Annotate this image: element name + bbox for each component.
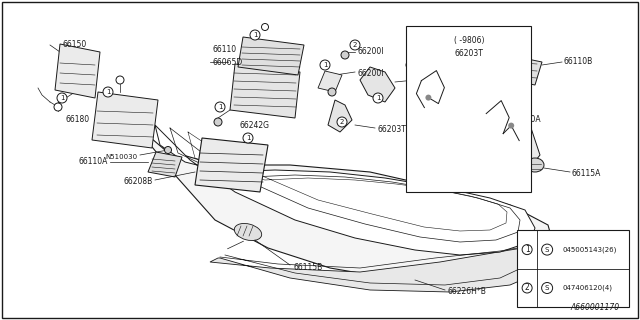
Text: 66065D: 66065D — [213, 58, 243, 67]
Circle shape — [262, 23, 269, 30]
Text: A660001170: A660001170 — [571, 303, 620, 312]
Circle shape — [164, 147, 172, 154]
Text: 66110A: 66110A — [79, 157, 108, 166]
Text: 045005143(26): 045005143(26) — [562, 246, 616, 253]
Bar — [517, 230, 629, 307]
Text: 1: 1 — [525, 245, 529, 254]
Polygon shape — [360, 67, 395, 102]
Polygon shape — [420, 105, 540, 192]
Polygon shape — [195, 138, 268, 192]
Text: 1: 1 — [253, 32, 257, 38]
Text: S: S — [545, 247, 549, 252]
Text: 66200I: 66200I — [357, 47, 383, 57]
Text: 1: 1 — [376, 95, 380, 101]
Circle shape — [373, 93, 383, 103]
Circle shape — [522, 244, 532, 255]
Circle shape — [406, 61, 414, 69]
Text: 66110: 66110 — [213, 45, 237, 54]
Polygon shape — [92, 92, 158, 148]
Circle shape — [426, 95, 431, 100]
Text: 66242G: 66242G — [240, 121, 270, 130]
Circle shape — [541, 244, 552, 255]
Polygon shape — [210, 244, 555, 292]
Circle shape — [522, 283, 532, 293]
Polygon shape — [500, 55, 542, 85]
Text: 1: 1 — [218, 104, 222, 110]
Polygon shape — [148, 152, 182, 177]
Text: 66110B: 66110B — [564, 58, 593, 67]
Polygon shape — [230, 64, 300, 118]
Circle shape — [350, 40, 360, 50]
Circle shape — [243, 133, 253, 143]
Polygon shape — [238, 37, 304, 75]
Text: 1: 1 — [323, 62, 327, 68]
Circle shape — [57, 93, 67, 103]
Text: 1: 1 — [106, 89, 110, 95]
Circle shape — [420, 60, 430, 70]
Polygon shape — [328, 100, 352, 132]
Circle shape — [214, 118, 222, 126]
Text: 1: 1 — [60, 95, 64, 101]
Text: S: S — [545, 285, 549, 291]
Text: 66203T: 66203T — [454, 49, 483, 58]
Circle shape — [116, 76, 124, 84]
Polygon shape — [130, 120, 555, 282]
Text: 66203T: 66203T — [417, 76, 446, 84]
Text: ( -9806): ( -9806) — [454, 36, 484, 45]
Circle shape — [541, 283, 552, 293]
Text: 1: 1 — [423, 62, 428, 68]
Text: 66203T: 66203T — [377, 125, 406, 134]
Circle shape — [508, 123, 514, 129]
Text: 2: 2 — [353, 42, 357, 48]
Ellipse shape — [526, 158, 544, 172]
Circle shape — [215, 102, 225, 112]
Text: 047406120(4): 047406120(4) — [562, 285, 612, 291]
Text: 66040A: 66040A — [512, 116, 541, 124]
Bar — [406, 26, 531, 192]
Text: 2: 2 — [340, 119, 344, 125]
Text: 66180: 66180 — [66, 116, 90, 124]
Ellipse shape — [234, 223, 262, 241]
Text: 66150: 66150 — [63, 40, 87, 49]
Circle shape — [328, 88, 336, 96]
Text: 66115A: 66115A — [572, 169, 602, 178]
Text: 66200I: 66200I — [357, 68, 383, 77]
Text: 1: 1 — [246, 135, 250, 141]
Text: 66208B: 66208B — [124, 178, 153, 187]
Polygon shape — [55, 44, 100, 98]
Polygon shape — [318, 71, 342, 92]
Circle shape — [250, 30, 260, 40]
Text: 2: 2 — [525, 284, 529, 292]
Circle shape — [337, 117, 347, 127]
Circle shape — [54, 103, 62, 111]
Circle shape — [103, 87, 113, 97]
Circle shape — [320, 60, 330, 70]
Text: 66115B: 66115B — [293, 263, 323, 273]
Circle shape — [341, 51, 349, 59]
Text: 66226H*B: 66226H*B — [448, 287, 487, 297]
Text: N510030: N510030 — [106, 154, 138, 160]
Polygon shape — [155, 125, 535, 255]
